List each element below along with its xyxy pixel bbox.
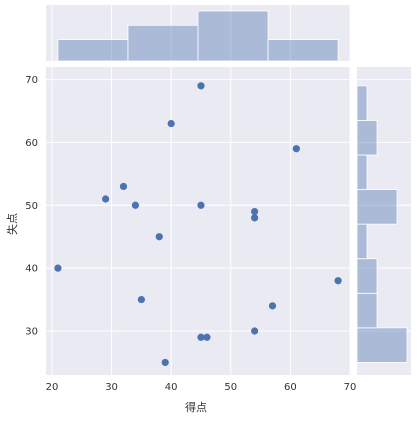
x-tick-label: 30 xyxy=(105,382,118,393)
right-hist-bar xyxy=(356,189,398,225)
y-tick-label: 40 xyxy=(25,264,38,275)
top-hist-bar xyxy=(127,24,199,62)
x-tick-label: 70 xyxy=(344,382,357,393)
plot-background xyxy=(46,67,350,375)
scatter-point xyxy=(197,82,205,90)
scatter-point xyxy=(251,327,259,335)
scatter-point xyxy=(119,182,128,191)
top-marginal-histogram xyxy=(46,5,351,62)
right-hist-bar xyxy=(356,327,408,363)
scatter-point xyxy=(131,201,140,209)
scatter-point xyxy=(54,264,62,272)
scatter-point xyxy=(197,201,205,209)
scatter-point xyxy=(251,207,259,216)
top-hist-bar xyxy=(267,39,339,62)
x-tick-label: 40 xyxy=(165,382,178,393)
scatter-point xyxy=(268,302,277,310)
y-tick-label: 50 xyxy=(25,201,38,212)
y-tick-label: 60 xyxy=(25,138,38,149)
right-hist-bar xyxy=(356,85,368,121)
scatter-point xyxy=(167,119,175,128)
right-hist-bar xyxy=(356,120,378,156)
x-tick-label: 50 xyxy=(224,382,237,393)
scatter-point xyxy=(251,214,259,222)
x-tick-label: 60 xyxy=(284,382,297,393)
scatter-plot-area: 20 30 40 50 60 70 30 40 50 60 70 xyxy=(25,67,356,393)
x-axis-title: 得点 xyxy=(185,401,207,414)
scatter-point xyxy=(334,277,342,285)
right-hist-background xyxy=(357,67,411,375)
x-tick-label: 20 xyxy=(46,382,59,393)
y-tick-label: 30 xyxy=(25,327,38,338)
top-hist-bar xyxy=(57,39,129,62)
scatter-point xyxy=(137,295,145,304)
right-hist-bar xyxy=(356,154,368,190)
top-hist-bar xyxy=(197,10,269,62)
scatter-point xyxy=(102,195,110,203)
y-tick-label: 70 xyxy=(25,75,38,86)
scatter-point xyxy=(155,233,163,241)
right-hist-bar xyxy=(356,258,378,294)
y-axis-title: 失点 xyxy=(6,213,19,235)
right-hist-bar xyxy=(356,223,368,260)
scatter-point xyxy=(197,333,205,341)
scatter-point xyxy=(203,333,211,341)
scatter-point xyxy=(161,358,169,367)
right-marginal-histogram xyxy=(356,67,411,375)
right-hist-bar xyxy=(356,292,378,329)
scatter-point xyxy=(292,145,300,153)
